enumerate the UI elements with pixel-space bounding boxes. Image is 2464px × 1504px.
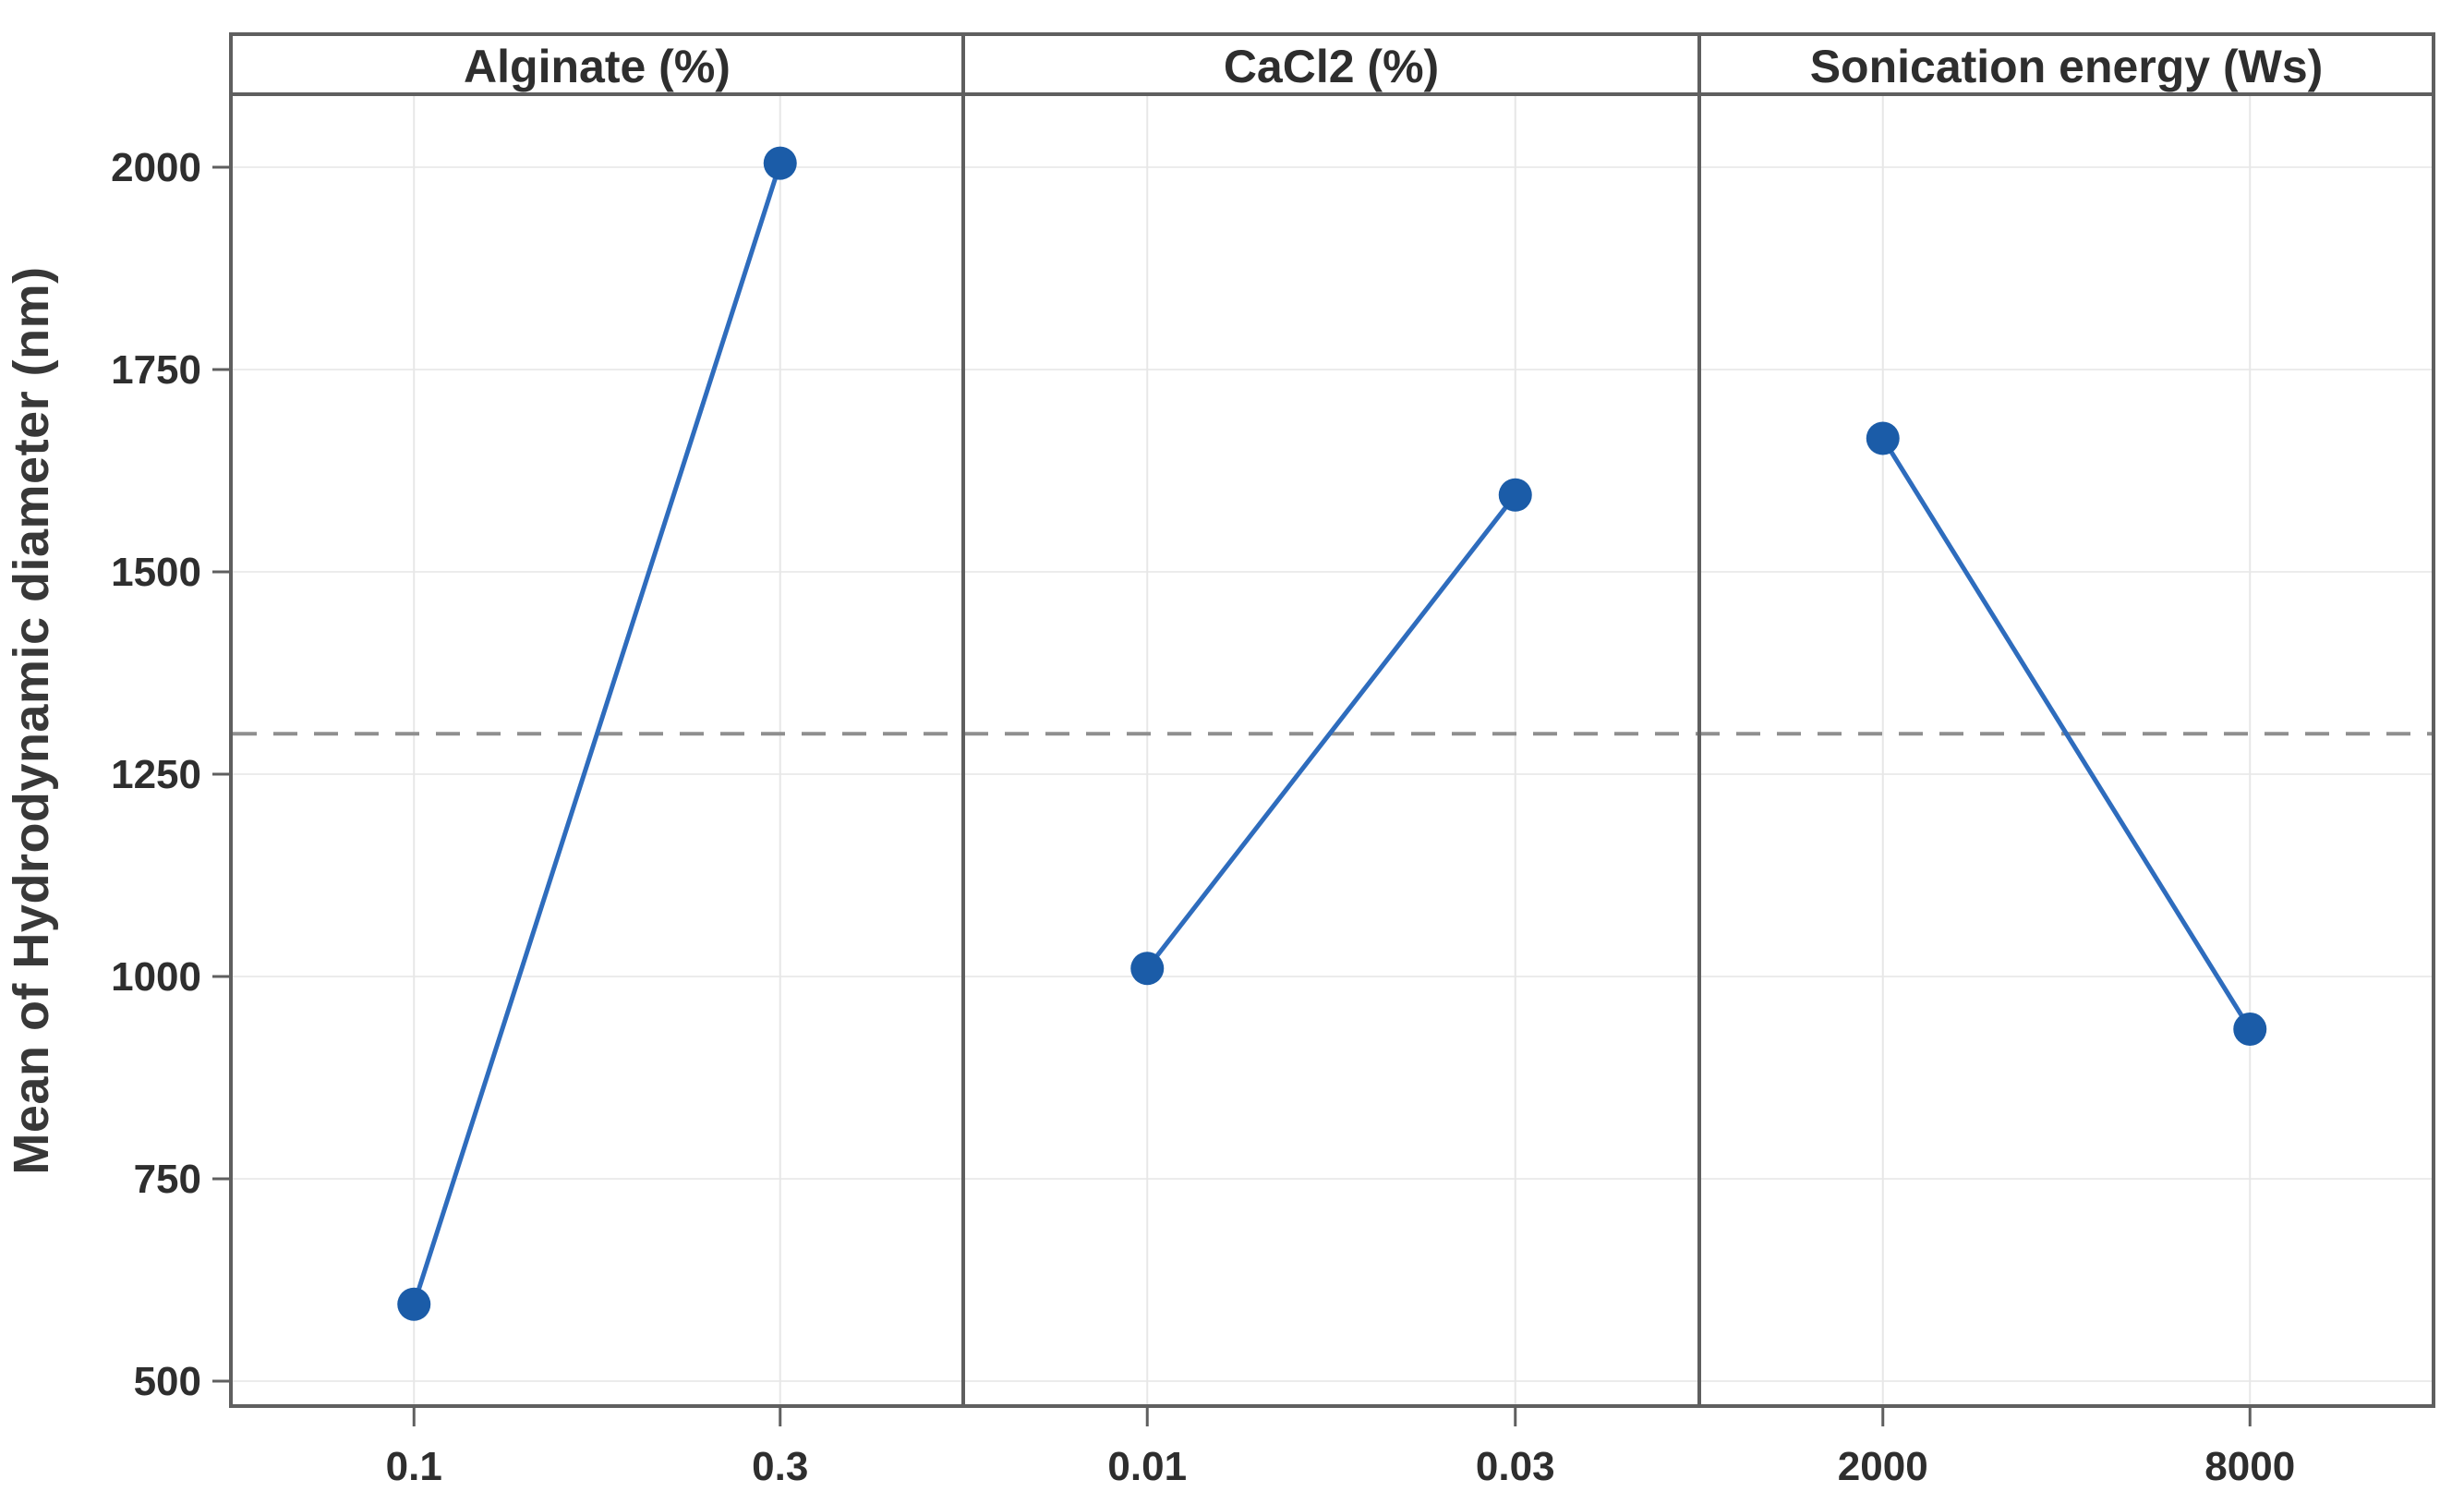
x-tick-label: 0.3 [752,1444,808,1489]
y-tick-label: 750 [134,1157,201,1202]
panel-header: Alginate (%) [464,41,731,92]
y-tick-label: 1250 [111,752,201,797]
chart-generated-layer: 500 750 1000 1250 1500 1750 2000 0.1 0.3 Alginate… [111,32,2435,1489]
y-tick-label: 1500 [111,550,201,595]
x-tick-label: 0.1 [386,1444,442,1489]
y-tick-label: 1000 [111,954,201,1000]
y-axis-title: Mean of Hydrodynamic diameter (nm) [4,266,59,1174]
effect-line [1145,493,1517,970]
effect-line [411,162,783,1305]
x-tick-label: 8000 [2204,1444,2295,1489]
data-point-marker [1130,952,1165,986]
y-tick-label: 500 [134,1359,201,1404]
data-point-marker [763,146,797,180]
plot-border [229,32,2435,1408]
y-tick-label: 2000 [111,145,201,190]
data-point-marker [397,1287,431,1321]
data-point-marker [1866,421,1900,455]
x-tick-label: 0.03 [1476,1444,1555,1489]
data-point-marker [2233,1012,2267,1046]
x-tick-label: 2000 [1838,1444,1928,1489]
panel-header: Sonication energy (Ws) [1810,41,2324,92]
y-tick-label: 1750 [111,347,201,393]
data-point-marker [1498,478,1532,512]
effect-line [1880,437,2253,1031]
panel-header: CaCl2 (%) [1224,41,1439,92]
x-tick-label: 0.01 [1107,1444,1187,1489]
